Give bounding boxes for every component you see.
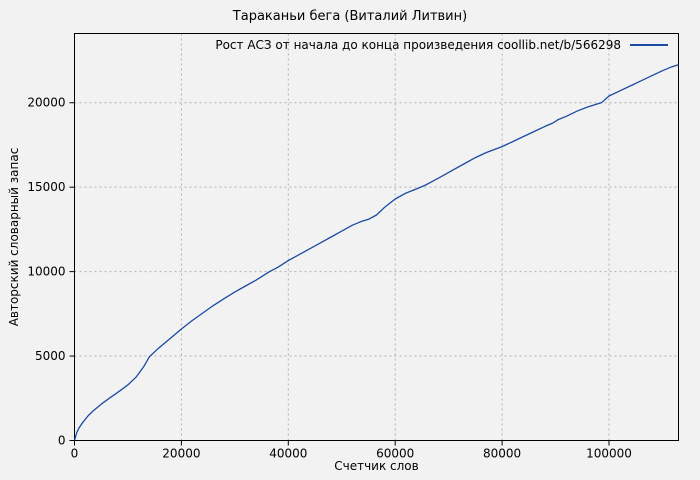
chart-title: Тараканьи бега (Виталий Литвин) [232,9,468,24]
x-tick-label: 0 [71,447,79,461]
plot-border [74,33,679,441]
x-tick-label: 60000 [376,447,414,461]
legend: Рост АСЗ от начала до конца произведения… [215,38,668,52]
x-tick-label: 100000 [586,447,632,461]
y-axis-label: Авторский словарный запас [7,147,21,327]
x-tick-label: 80000 [483,447,521,461]
x-tick-label: 20000 [162,447,200,461]
legend-label: Рост АСЗ от начала до конца произведения… [215,38,621,52]
y-tick-label: 5000 [35,349,66,363]
x-tick-label: 40000 [269,447,307,461]
series-line [73,64,679,441]
y-tick-label: 0 [58,434,66,448]
y-tick-label: 20000 [27,96,65,110]
y-tick-label: 15000 [27,180,65,194]
x-axis-label: Счетчик слов [334,459,419,473]
y-tick-label: 10000 [27,265,65,279]
legend-line-sample [630,44,668,46]
